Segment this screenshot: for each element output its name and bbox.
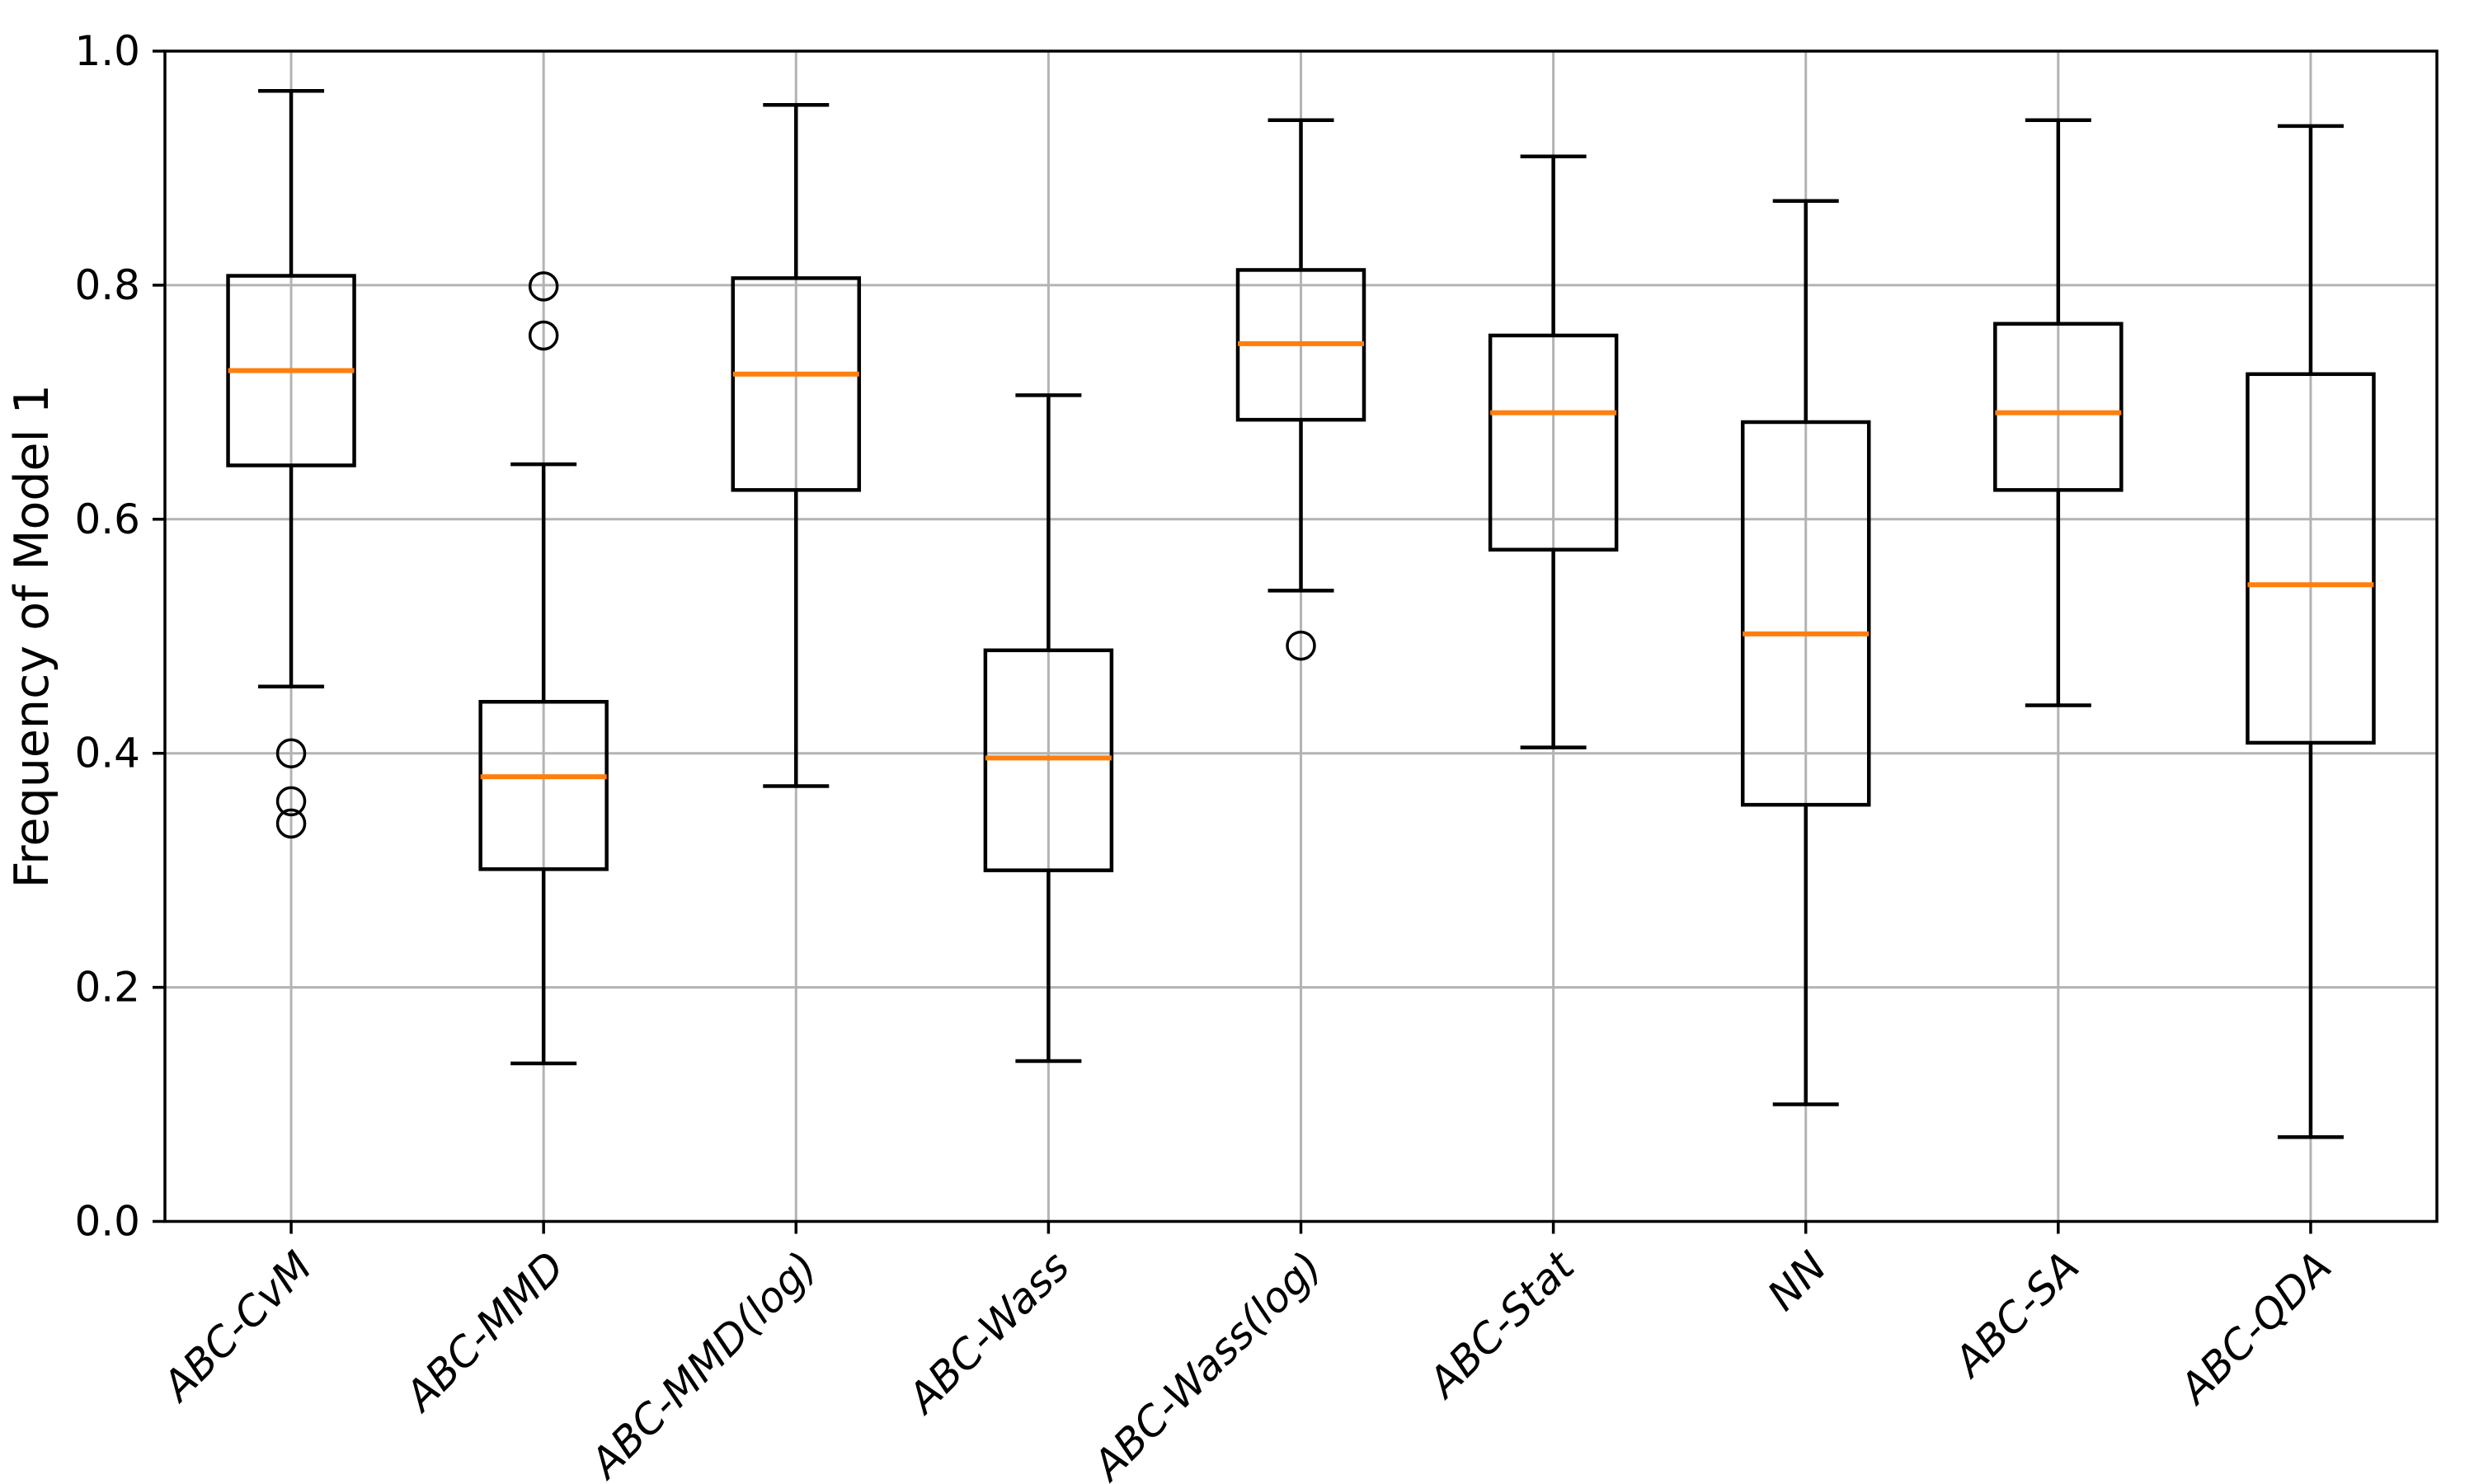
y-tick-label: 0.2 [74, 964, 140, 1012]
box-NN [1740, 420, 1871, 807]
y-axis-label: Frequency of Model 1 [5, 384, 59, 888]
box-ABC-QDA [2246, 372, 2376, 745]
outlier-point [1286, 630, 1316, 661]
y-tick-label: 0.6 [74, 495, 140, 543]
y-tick-label: 0.0 [74, 1198, 140, 1246]
box-ABC-Stat [1488, 333, 1619, 552]
outlier-point [275, 738, 307, 768]
outlier-point [275, 808, 307, 839]
outlier-point [275, 786, 307, 817]
y-tick-label: 1.0 [74, 27, 140, 75]
y-tick-label: 0.8 [74, 261, 140, 309]
box-ABC-MMD(log) [731, 276, 862, 492]
y-tick-label: 0.4 [74, 730, 140, 777]
box-ABC-MMD [478, 699, 609, 871]
outlier-point [528, 320, 559, 351]
outlier-point [528, 271, 559, 302]
box-ABC-SA [1993, 322, 2124, 492]
